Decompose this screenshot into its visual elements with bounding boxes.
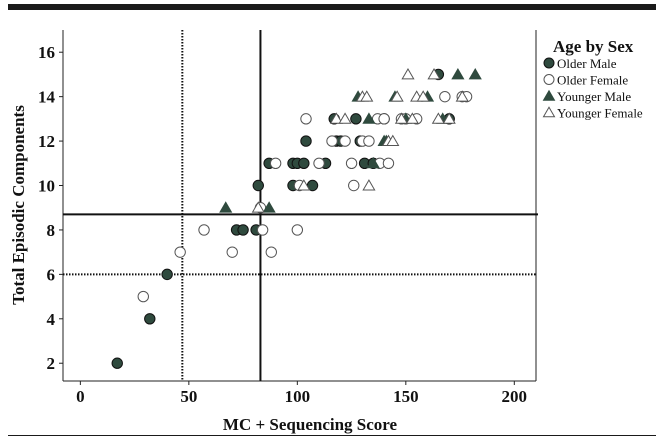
legend-marker bbox=[542, 89, 556, 101]
y-axis-ticks: 2 4 6 8 10 12 14 16 bbox=[38, 43, 63, 373]
data-point bbox=[363, 135, 375, 147]
data-point bbox=[313, 157, 325, 169]
data-point bbox=[360, 90, 374, 102]
data-point bbox=[262, 201, 276, 213]
legend-label: Younger Female bbox=[557, 106, 643, 121]
data-point bbox=[386, 134, 400, 147]
data-point bbox=[338, 112, 352, 124]
y-tick-label: 6 bbox=[47, 265, 56, 284]
data-point bbox=[451, 67, 465, 80]
data-point bbox=[297, 179, 311, 191]
data-point bbox=[362, 179, 376, 191]
y-tick-label: 14 bbox=[38, 88, 56, 107]
data-point bbox=[265, 246, 277, 258]
y-axis-title: Total Episodic Components bbox=[9, 105, 28, 305]
data-point bbox=[251, 201, 265, 213]
data-point bbox=[394, 112, 409, 124]
data-point bbox=[439, 90, 451, 103]
legend-label: Older Male bbox=[557, 56, 617, 71]
x-tick-label: 0 bbox=[76, 387, 85, 406]
data-point bbox=[378, 113, 390, 125]
y-tick-label: 12 bbox=[38, 132, 55, 151]
x-axis-title: MC + Sequencing Score bbox=[223, 415, 398, 434]
data-point bbox=[468, 67, 482, 80]
data-point bbox=[219, 201, 233, 213]
data-point bbox=[401, 67, 415, 80]
data-point bbox=[345, 157, 358, 169]
data-point bbox=[382, 157, 395, 169]
data-point bbox=[390, 90, 404, 102]
data-point bbox=[427, 67, 441, 80]
data-point bbox=[111, 357, 123, 369]
x-tick-label: 50 bbox=[180, 387, 197, 406]
reference-lines bbox=[63, 30, 538, 381]
legend-label: Younger Male bbox=[557, 89, 631, 104]
x-tick-label: 150 bbox=[393, 387, 419, 406]
data-point bbox=[455, 90, 469, 102]
y-tick-label: 2 bbox=[47, 354, 56, 373]
data-point bbox=[174, 246, 186, 258]
legend-marker bbox=[543, 74, 555, 85]
data-point bbox=[300, 113, 312, 125]
data-point bbox=[161, 268, 173, 281]
y-tick-label: 8 bbox=[47, 221, 56, 240]
data-point bbox=[329, 112, 343, 124]
bottom-border-rule bbox=[8, 435, 656, 436]
legend-marker bbox=[543, 57, 555, 69]
data-point bbox=[300, 135, 312, 147]
data-point bbox=[198, 224, 210, 236]
data-points bbox=[111, 67, 482, 369]
data-point bbox=[256, 224, 269, 236]
data-point bbox=[291, 224, 304, 236]
data-point bbox=[326, 135, 338, 147]
legend-title: Age by Sex bbox=[553, 37, 634, 56]
x-axis-ticks: 0 50 100 150 200 bbox=[76, 381, 527, 406]
data-point bbox=[362, 112, 376, 124]
data-point bbox=[366, 156, 380, 169]
y-tick-label: 4 bbox=[47, 310, 56, 329]
x-tick-label: 100 bbox=[285, 387, 311, 406]
data-point bbox=[237, 224, 249, 236]
data-point bbox=[350, 113, 362, 125]
data-point bbox=[137, 290, 149, 303]
data-point bbox=[405, 112, 419, 124]
data-point bbox=[339, 135, 351, 147]
data-point bbox=[442, 112, 456, 124]
data-point bbox=[416, 90, 430, 102]
y-tick-label: 10 bbox=[38, 177, 55, 196]
legend-marker bbox=[542, 106, 556, 118]
legend-label: Older Female bbox=[557, 73, 628, 88]
data-point bbox=[226, 246, 238, 258]
data-point bbox=[269, 157, 282, 169]
top-border-bar bbox=[8, 4, 656, 10]
x-tick-label: 200 bbox=[502, 387, 528, 406]
plot-frame bbox=[62, 30, 537, 382]
y-tick-label: 16 bbox=[38, 43, 55, 62]
data-point bbox=[431, 112, 445, 124]
data-point bbox=[252, 179, 264, 192]
data-point bbox=[298, 157, 310, 169]
data-point bbox=[144, 313, 156, 325]
data-point bbox=[348, 179, 360, 192]
